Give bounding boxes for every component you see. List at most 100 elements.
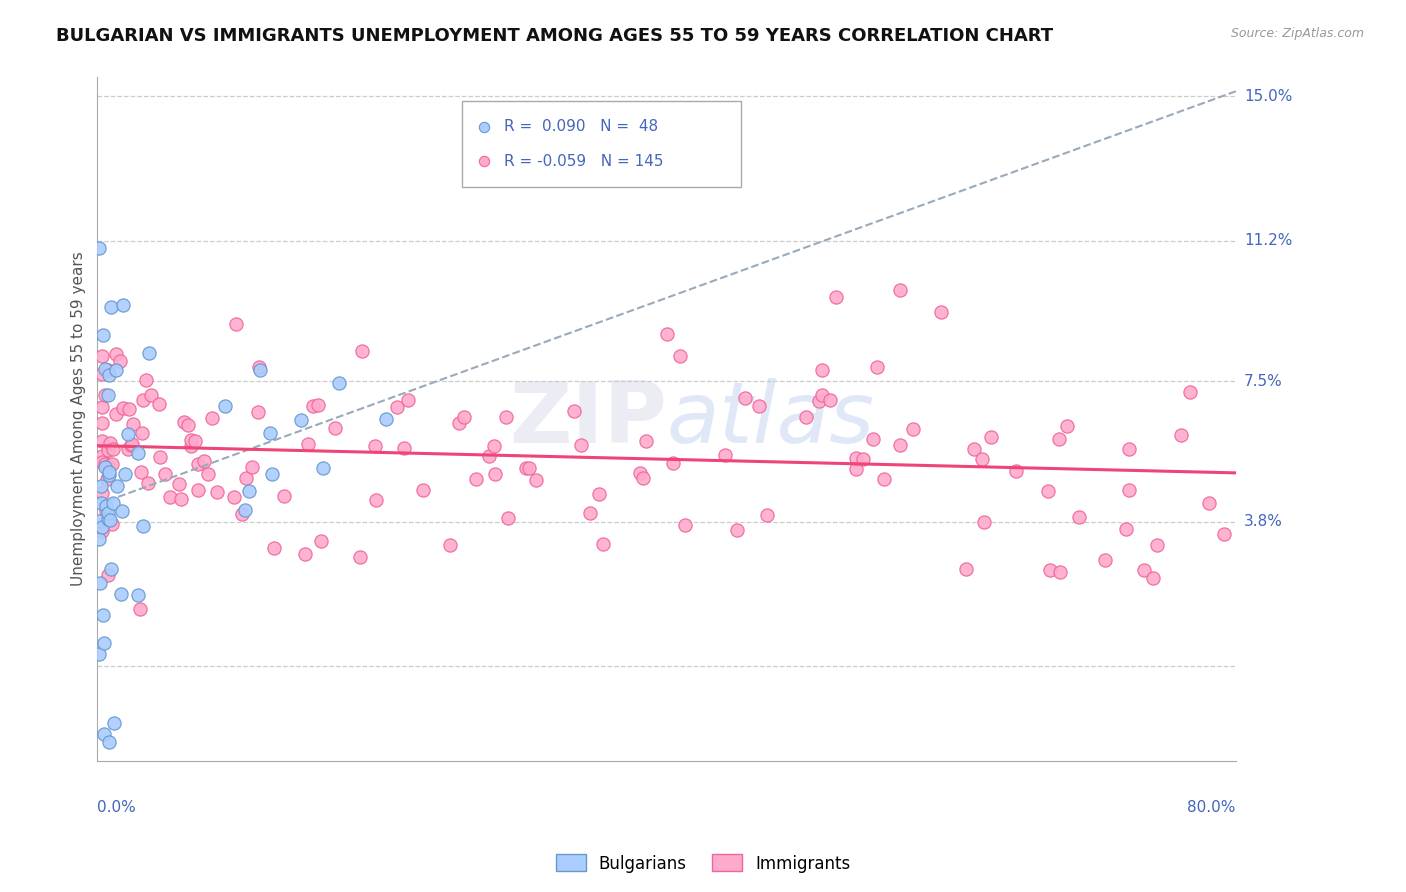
- Point: [101, 442, 124, 456]
- Point: [748, 399, 770, 413]
- Point: [184, 434, 207, 448]
- Point: [524, 473, 547, 487]
- Point: [135, 373, 157, 387]
- Point: [111, 401, 134, 415]
- Point: [94, 499, 117, 513]
- Point: [121, 437, 143, 451]
- Point: [1049, 565, 1071, 579]
- Point: [495, 410, 517, 425]
- Point: [449, 416, 471, 430]
- Point: [97, 443, 120, 458]
- Point: [412, 483, 434, 497]
- Point: [105, 347, 128, 361]
- Legend: Bulgarians, Immigrants: Bulgarians, Immigrants: [548, 847, 858, 880]
- Point: [631, 471, 654, 485]
- Point: [129, 465, 152, 479]
- Point: [636, 434, 658, 449]
- Point: [1178, 384, 1201, 399]
- Point: [323, 421, 346, 435]
- Point: [94, 457, 117, 471]
- Point: [155, 467, 177, 482]
- Point: [167, 476, 190, 491]
- Point: [90, 449, 112, 463]
- Point: [1047, 432, 1070, 446]
- Point: [1056, 419, 1078, 434]
- Point: [302, 400, 325, 414]
- Point: [364, 439, 387, 453]
- Point: [366, 493, 388, 508]
- Point: [1146, 538, 1168, 552]
- Point: [87, 647, 110, 661]
- Point: [1005, 464, 1028, 478]
- Point: [136, 476, 159, 491]
- Point: [98, 466, 121, 480]
- Point: [159, 490, 181, 504]
- Point: [970, 452, 993, 467]
- Point: [93, 636, 115, 650]
- Point: [97, 506, 120, 520]
- Point: [97, 362, 120, 376]
- Point: [714, 448, 737, 462]
- Point: [564, 403, 586, 417]
- Point: [180, 439, 202, 453]
- Point: [628, 466, 651, 480]
- Point: [105, 363, 128, 377]
- Point: [290, 413, 312, 427]
- Point: [247, 359, 270, 374]
- Point: [170, 492, 193, 507]
- Point: [238, 483, 260, 498]
- Point: [180, 434, 202, 448]
- Point: [101, 457, 124, 471]
- Point: [91, 624, 114, 638]
- Point: [247, 405, 270, 419]
- Point: [1067, 510, 1090, 524]
- Point: [173, 415, 195, 429]
- Point: [1118, 483, 1140, 497]
- Point: [478, 450, 501, 464]
- Text: 80.0%: 80.0%: [1188, 799, 1236, 814]
- Point: [91, 607, 114, 622]
- Point: [1133, 563, 1156, 577]
- Point: [1038, 483, 1060, 498]
- Point: [818, 393, 841, 408]
- Point: [90, 417, 112, 431]
- Point: [112, 298, 135, 312]
- Point: [569, 438, 592, 452]
- Point: [197, 467, 219, 481]
- Point: [794, 409, 817, 424]
- Point: [1142, 571, 1164, 585]
- Point: [120, 437, 142, 451]
- Point: [1115, 522, 1137, 536]
- Point: [889, 283, 911, 297]
- Text: 3.8%: 3.8%: [1244, 514, 1284, 529]
- Point: [980, 430, 1002, 444]
- Point: [101, 496, 124, 510]
- Point: [845, 461, 868, 475]
- Point: [97, 511, 120, 525]
- Text: 15.0%: 15.0%: [1244, 89, 1292, 104]
- Point: [90, 486, 112, 500]
- Text: Source: ZipAtlas.com: Source: ZipAtlas.com: [1230, 27, 1364, 40]
- Text: R =  0.090   N =  48: R = 0.090 N = 48: [503, 120, 658, 135]
- Text: 11.2%: 11.2%: [1244, 233, 1292, 248]
- Point: [90, 350, 112, 364]
- Point: [97, 388, 120, 402]
- Point: [249, 363, 271, 377]
- Point: [929, 305, 952, 319]
- Point: [94, 503, 117, 517]
- Point: [312, 461, 335, 475]
- Point: [852, 451, 875, 466]
- Point: [214, 399, 236, 413]
- Point: [201, 410, 224, 425]
- Point: [90, 367, 112, 381]
- Y-axis label: Unemployment Among Ages 55 to 59 years: Unemployment Among Ages 55 to 59 years: [72, 252, 86, 586]
- Point: [349, 549, 371, 564]
- Point: [866, 359, 889, 374]
- Point: [90, 520, 112, 534]
- Text: atlas: atlas: [666, 377, 875, 460]
- Point: [148, 397, 170, 411]
- Point: [90, 496, 112, 510]
- Point: [588, 486, 610, 500]
- Point: [655, 326, 678, 341]
- Point: [117, 426, 139, 441]
